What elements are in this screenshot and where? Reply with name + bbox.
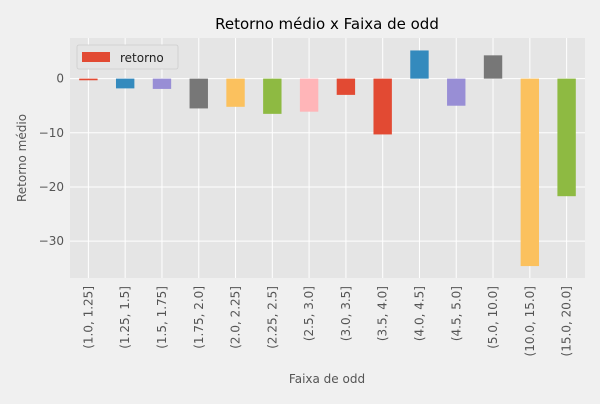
x-tick-label: (1.5, 1.75] — [155, 286, 169, 349]
x-tick-label: (3.0, 3.5] — [339, 286, 353, 341]
bar — [263, 78, 282, 114]
y-axis-ticks: 0 −10 −20 −30 — [39, 72, 64, 249]
x-tick-label: (4.5, 5.0] — [449, 286, 463, 341]
y-tick-label: −20 — [39, 180, 64, 194]
bar — [483, 55, 503, 79]
x-tick-label: (1.75, 2.0] — [192, 286, 206, 349]
plot-area — [70, 38, 585, 278]
bar — [336, 78, 356, 95]
bar — [447, 78, 466, 106]
legend-box — [76, 44, 179, 70]
y-tick-label: 0 — [56, 72, 64, 86]
x-tick-label: (1.0, 1.25] — [81, 286, 95, 349]
bar — [115, 78, 135, 89]
grid-layer — [70, 38, 585, 278]
bar — [79, 78, 98, 81]
legend-swatch — [82, 52, 110, 62]
x-tick-label: (2.25, 2.5] — [265, 286, 279, 349]
bar — [410, 50, 429, 79]
bar — [557, 78, 576, 197]
x-tick-label: (5.0, 10.0] — [486, 286, 500, 349]
x-axis-label: Faixa de odd — [289, 372, 365, 386]
bar — [152, 78, 172, 89]
x-axis-ticks: (1.0, 1.25] (1.25, 1.5] (1.5, 1.75] (1.75, … — [81, 286, 573, 356]
x-tick-label: (15.0, 20.0] — [560, 286, 574, 356]
x-tick-label: (4.0, 4.5] — [412, 286, 426, 341]
bar — [189, 78, 208, 109]
y-tick-label: −30 — [39, 234, 64, 248]
legend-label: retorno — [120, 51, 164, 65]
x-tick-label: (3.5, 4.0] — [376, 286, 390, 341]
x-tick-label: (1.25, 1.5] — [118, 286, 132, 349]
bar — [373, 78, 392, 135]
y-axis-label: Retorno médio — [15, 114, 29, 202]
bar — [299, 78, 319, 112]
chart-title: Retorno médio x Faixa de odd — [215, 15, 439, 33]
bars-layer — [79, 50, 576, 267]
x-tick-label: (2.5, 3.0] — [302, 286, 316, 341]
x-tick-label: (2.0, 2.25] — [229, 286, 243, 349]
legend: retorno — [76, 44, 179, 70]
x-tick-label: (10.0, 15.0] — [523, 286, 537, 356]
y-tick-label: −10 — [39, 126, 64, 140]
bar — [226, 78, 245, 107]
bar — [520, 78, 540, 267]
